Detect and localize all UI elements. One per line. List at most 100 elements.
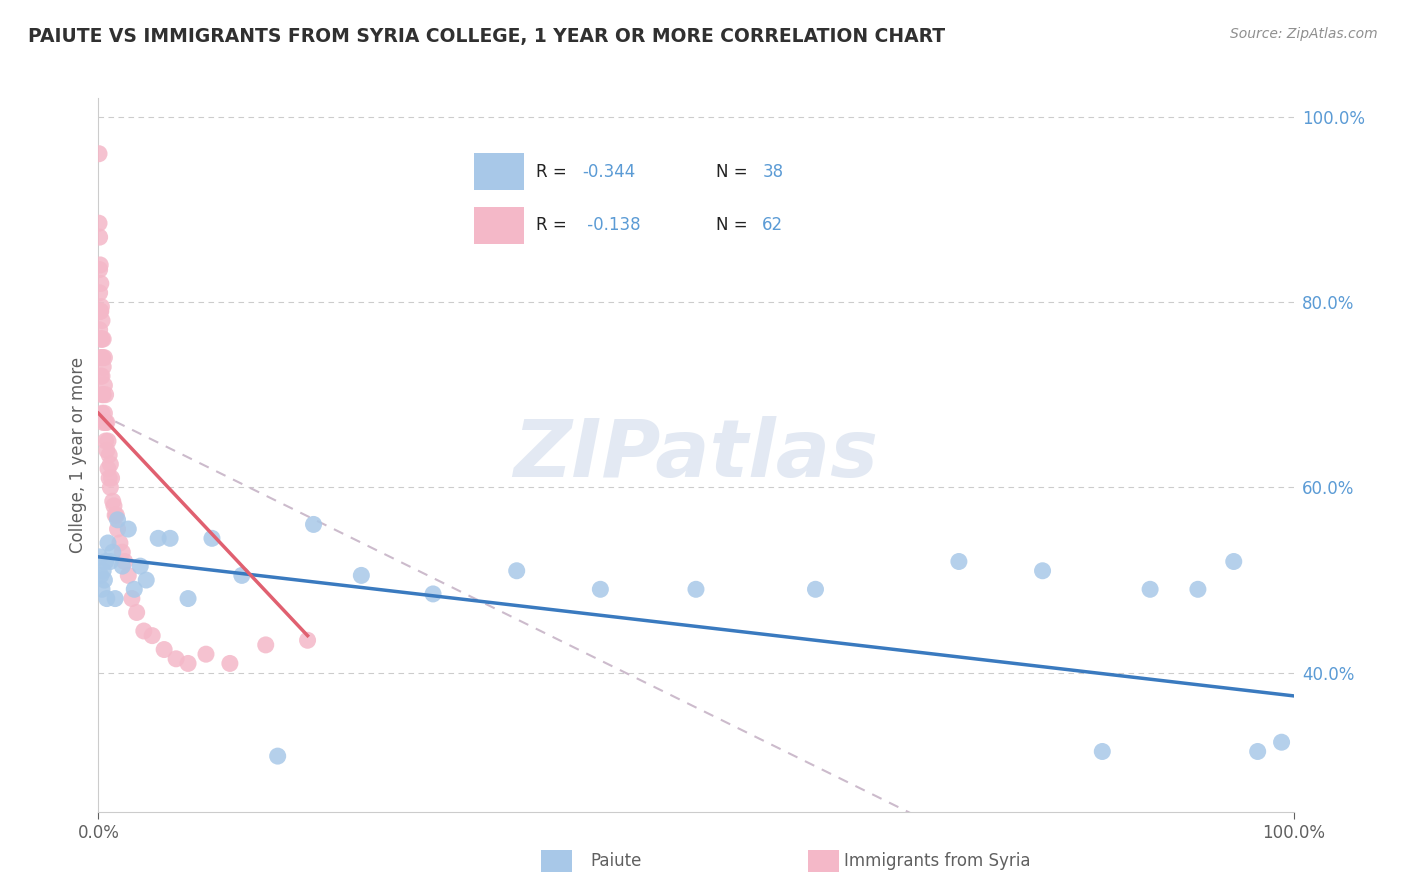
Point — [111, 545, 134, 559]
Point — [107, 513, 129, 527]
Point — [98, 471, 121, 485]
Point — [101, 494, 124, 508]
Point — [121, 591, 143, 606]
Text: R =: R = — [537, 162, 572, 181]
Bar — [474, 207, 524, 244]
Point — [177, 657, 200, 671]
Point — [1032, 564, 1054, 578]
Point — [97, 434, 120, 448]
Point — [90, 568, 112, 582]
Point — [91, 351, 114, 365]
Point — [91, 332, 114, 346]
Point — [87, 216, 110, 230]
Point — [89, 262, 111, 277]
Point — [94, 387, 117, 401]
Point — [96, 443, 118, 458]
Point — [89, 323, 111, 337]
Point — [90, 332, 112, 346]
Point — [103, 499, 125, 513]
Point — [93, 406, 115, 420]
Point — [96, 591, 118, 606]
Point — [94, 434, 117, 448]
Point — [91, 332, 114, 346]
Point — [91, 406, 114, 420]
Point — [1187, 582, 1209, 597]
Point — [177, 591, 200, 606]
Point — [90, 277, 112, 291]
Point — [90, 300, 112, 314]
Text: ZIPatlas: ZIPatlas — [513, 416, 879, 494]
Point — [89, 230, 111, 244]
Point — [98, 448, 121, 462]
Point — [589, 582, 612, 597]
Point — [114, 554, 136, 568]
Point — [89, 285, 111, 300]
Point — [91, 313, 114, 327]
Point — [117, 568, 139, 582]
Point — [89, 258, 111, 272]
Point — [1271, 735, 1294, 749]
Point — [1139, 582, 1161, 597]
Point — [90, 369, 112, 384]
Point — [87, 146, 110, 161]
Point — [104, 591, 127, 606]
Point — [91, 582, 114, 597]
Point — [685, 582, 707, 597]
Point — [94, 416, 117, 430]
Point — [159, 532, 181, 546]
Point — [89, 304, 111, 318]
Point — [804, 582, 827, 597]
Text: Paiute: Paiute — [591, 852, 643, 870]
Text: R =: R = — [537, 217, 572, 235]
Point — [91, 387, 114, 401]
Point — [153, 642, 176, 657]
Point — [98, 480, 122, 494]
Point — [125, 606, 148, 620]
Point — [97, 536, 120, 550]
Point — [91, 416, 114, 430]
Point — [100, 471, 122, 485]
Point — [422, 587, 444, 601]
Point — [194, 647, 217, 661]
Point — [98, 554, 122, 568]
Point — [254, 638, 277, 652]
Point — [124, 582, 146, 597]
Point — [91, 359, 114, 374]
Point — [91, 387, 114, 401]
Text: PAIUTE VS IMMIGRANTS FROM SYRIA COLLEGE, 1 YEAR OR MORE CORRELATION CHART: PAIUTE VS IMMIGRANTS FROM SYRIA COLLEGE,… — [28, 27, 945, 45]
Y-axis label: College, 1 year or more: College, 1 year or more — [69, 357, 87, 553]
Text: 62: 62 — [762, 217, 783, 235]
Point — [97, 462, 120, 476]
Point — [302, 517, 325, 532]
Point — [96, 416, 118, 430]
Text: N =: N = — [716, 162, 754, 181]
Point — [107, 522, 129, 536]
Point — [1246, 744, 1268, 758]
Point — [111, 559, 134, 574]
Point — [94, 554, 117, 568]
Point — [201, 532, 224, 546]
Point — [91, 369, 114, 384]
Point — [219, 657, 242, 671]
Point — [104, 508, 127, 523]
Point — [141, 629, 163, 643]
Point — [1091, 744, 1114, 758]
Point — [267, 749, 290, 764]
Point — [1222, 554, 1246, 568]
Point — [117, 522, 139, 536]
Point — [135, 573, 157, 587]
Text: N =: N = — [716, 217, 754, 235]
Point — [105, 508, 128, 523]
Point — [506, 564, 529, 578]
Point — [132, 624, 155, 638]
Point — [129, 559, 152, 574]
Point — [108, 536, 131, 550]
Point — [93, 378, 115, 392]
Text: 38: 38 — [762, 162, 783, 181]
Text: -0.344: -0.344 — [582, 162, 636, 181]
Point — [231, 568, 253, 582]
Point — [101, 545, 124, 559]
Point — [148, 532, 170, 546]
Point — [89, 304, 111, 318]
Bar — [474, 153, 524, 190]
